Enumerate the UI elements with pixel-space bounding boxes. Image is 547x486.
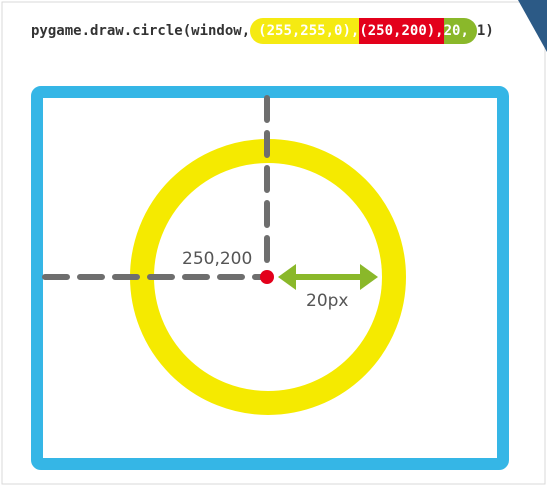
radius-label: 20px bbox=[306, 291, 348, 311]
center-label: 250,200 bbox=[182, 249, 252, 269]
page-corner-fold bbox=[518, 0, 547, 52]
center-point bbox=[260, 270, 274, 284]
